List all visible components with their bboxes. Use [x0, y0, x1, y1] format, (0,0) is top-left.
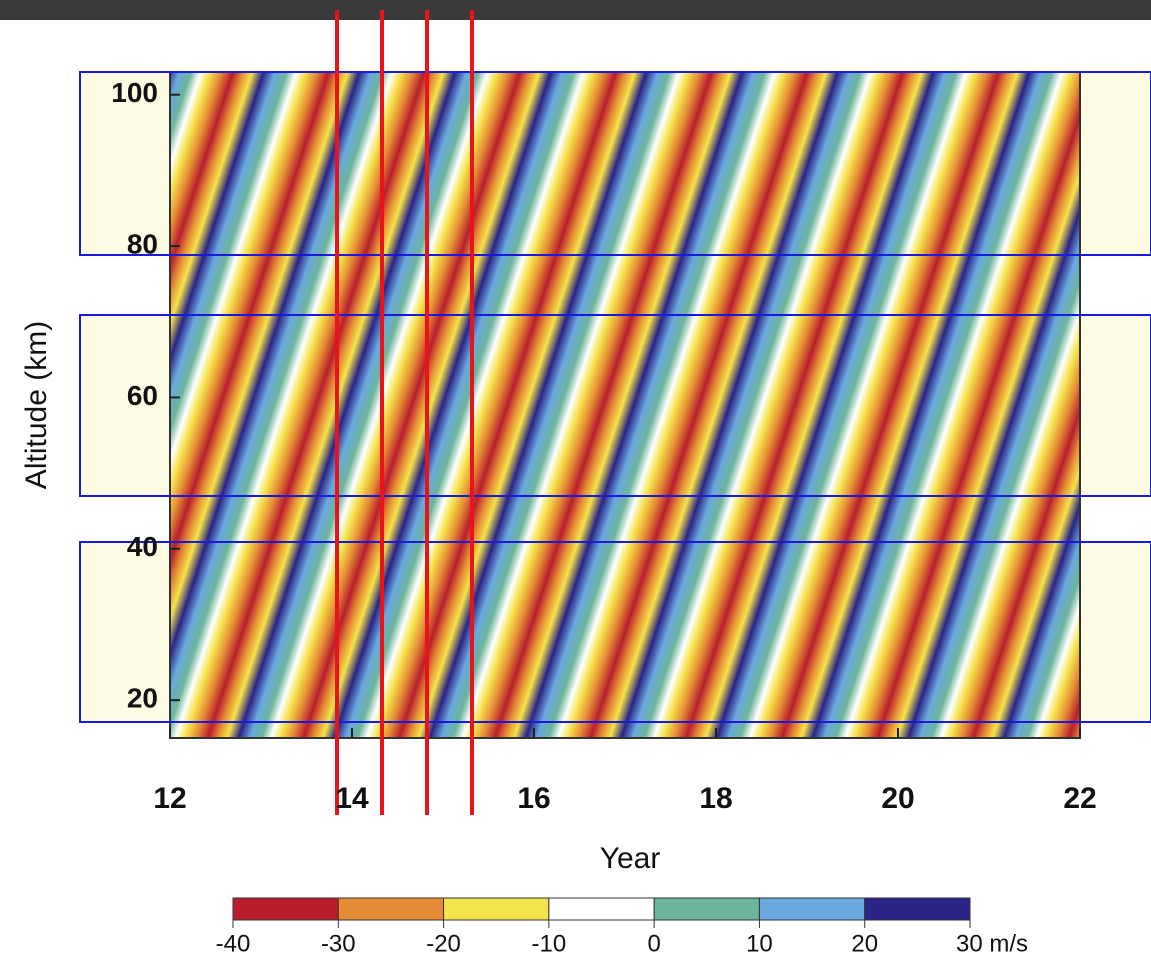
- colorbar-tick-label: 10: [746, 930, 773, 957]
- x-tick-label: 22: [1063, 782, 1096, 815]
- colorbar-bin: [337, 897, 445, 921]
- colorbar-bin: [443, 897, 550, 921]
- highlight-box: [79, 314, 1151, 497]
- x-axis-label: Year: [600, 842, 661, 875]
- colorbar-tick-label: -30: [321, 930, 356, 957]
- colorbar-tick-label: 0: [647, 930, 660, 957]
- colorbar-tick-label: -20: [426, 930, 461, 957]
- y-tick-label: 60: [127, 380, 158, 411]
- y-tick-label: 20: [127, 683, 158, 714]
- x-tick-label: 12: [153, 782, 186, 815]
- y-axis-label: Altitude (km): [20, 321, 53, 489]
- colorbar-tick-label: -10: [532, 930, 567, 957]
- highlight-box: [79, 541, 1151, 723]
- colorbar-tick-label: 20: [851, 930, 878, 957]
- colorbar-bin: [864, 897, 971, 921]
- colorbar-bin: [548, 897, 655, 921]
- x-tick-label: 20: [881, 782, 914, 815]
- y-tick-label: 80: [127, 228, 158, 259]
- x-tick-label: 18: [699, 782, 732, 815]
- y-tick-label: 100: [111, 77, 158, 108]
- highlight-box: [79, 71, 1151, 256]
- colorbar-tick-label: 30 m/s: [956, 930, 1028, 957]
- y-tick-label: 40: [127, 531, 158, 562]
- x-tick-label: 16: [517, 782, 550, 815]
- colorbar-tick-label: -40: [216, 930, 251, 957]
- plot-area: [169, 71, 1081, 739]
- colorbar-bin: [653, 897, 760, 921]
- contour-field: [170, 72, 1080, 738]
- x-tick-label: 14: [335, 782, 369, 815]
- colorbar-bin: [232, 897, 339, 921]
- colorbar-bin: [758, 897, 866, 921]
- top-bar: [0, 0, 1151, 20]
